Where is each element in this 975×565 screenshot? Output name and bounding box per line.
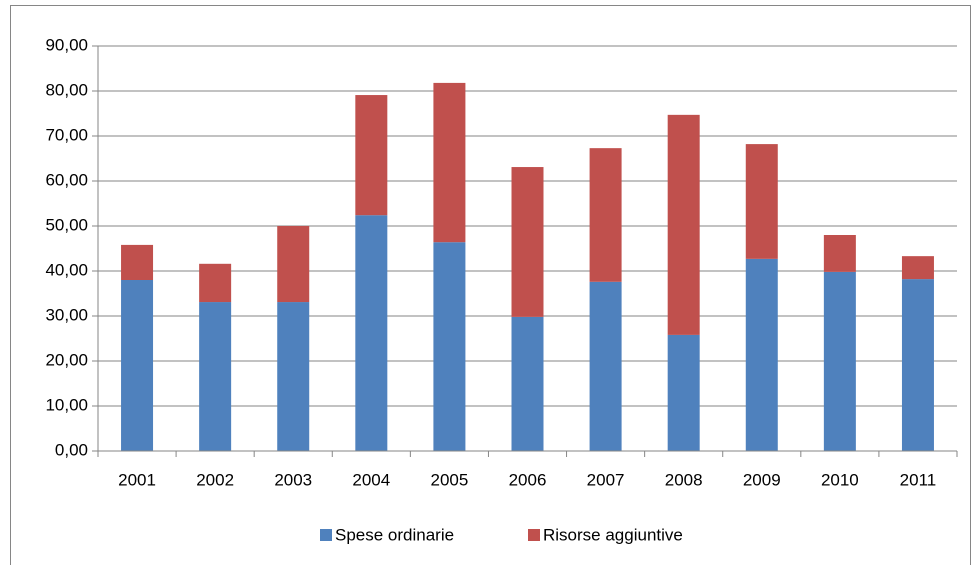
bar-segment xyxy=(823,235,856,272)
x-tick-label: 2011 xyxy=(900,470,937,489)
y-tick-label: 40,00 xyxy=(45,260,88,279)
legend-swatch xyxy=(320,529,332,541)
bar-segment xyxy=(745,144,778,259)
x-tick-label: 2001 xyxy=(118,470,156,489)
y-tick-label: 60,00 xyxy=(45,170,88,189)
bar-segment xyxy=(355,95,388,216)
bar-segment xyxy=(121,280,154,451)
x-tick-label: 2007 xyxy=(587,470,625,489)
bar-segment xyxy=(277,226,310,303)
legend-label: Spese ordinarie xyxy=(335,525,454,544)
bar-segment xyxy=(589,148,622,282)
y-tick-label: 50,00 xyxy=(45,215,88,234)
bar-segment xyxy=(121,244,154,280)
bar-segment xyxy=(355,215,388,451)
y-tick-label: 30,00 xyxy=(45,305,88,324)
x-tick-label: 2004 xyxy=(352,470,390,489)
x-tick-label: 2009 xyxy=(743,470,781,489)
bar-segment xyxy=(433,82,466,243)
x-tick-label: 2008 xyxy=(665,470,703,489)
legend-swatch xyxy=(528,529,540,541)
x-tick-label: 2010 xyxy=(821,470,859,489)
bar-segment xyxy=(589,281,622,451)
x-tick-label: 2005 xyxy=(430,470,468,489)
bar-segment xyxy=(199,263,232,303)
bar-segment xyxy=(199,302,232,451)
legend-label: Risorse aggiuntive xyxy=(543,525,683,544)
chart-border xyxy=(10,5,971,565)
y-tick-label: 10,00 xyxy=(45,395,88,414)
bar-segment xyxy=(277,302,310,451)
bar-segment xyxy=(745,258,778,451)
bar-segment xyxy=(823,271,856,451)
bar-segment xyxy=(667,334,700,451)
y-tick-label: 90,00 xyxy=(45,35,88,54)
bar-segment xyxy=(511,167,544,317)
bar-segment xyxy=(433,242,466,451)
bar-segment xyxy=(901,279,934,451)
y-tick-label: 0,00 xyxy=(55,440,88,459)
x-tick-label: 2003 xyxy=(274,470,312,489)
y-tick-label: 70,00 xyxy=(45,125,88,144)
x-tick-label: 2006 xyxy=(509,470,547,489)
y-tick-label: 20,00 xyxy=(45,350,88,369)
x-tick-label: 2002 xyxy=(196,470,234,489)
y-tick-label: 80,00 xyxy=(45,80,88,99)
bar-segment xyxy=(901,256,934,280)
bar-segment xyxy=(667,114,700,335)
bar-segment xyxy=(511,316,544,451)
